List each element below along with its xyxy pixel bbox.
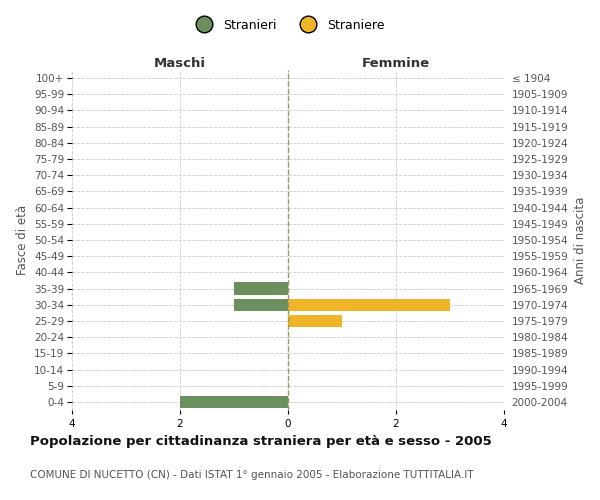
Y-axis label: Anni di nascita: Anni di nascita xyxy=(574,196,587,284)
Bar xyxy=(288,298,450,311)
Text: Popolazione per cittadinanza straniera per età e sesso - 2005: Popolazione per cittadinanza straniera p… xyxy=(30,435,492,448)
Text: COMUNE DI NUCETTO (CN) - Dati ISTAT 1° gennaio 2005 - Elaborazione TUTTITALIA.IT: COMUNE DI NUCETTO (CN) - Dati ISTAT 1° g… xyxy=(30,470,473,480)
Bar xyxy=(234,298,288,311)
Legend: Stranieri, Straniere: Stranieri, Straniere xyxy=(187,14,389,36)
Text: Maschi: Maschi xyxy=(154,57,206,70)
Bar xyxy=(288,315,342,327)
Y-axis label: Fasce di età: Fasce di età xyxy=(16,205,29,275)
Bar xyxy=(180,396,288,408)
Text: Femmine: Femmine xyxy=(362,57,430,70)
Bar xyxy=(234,282,288,294)
